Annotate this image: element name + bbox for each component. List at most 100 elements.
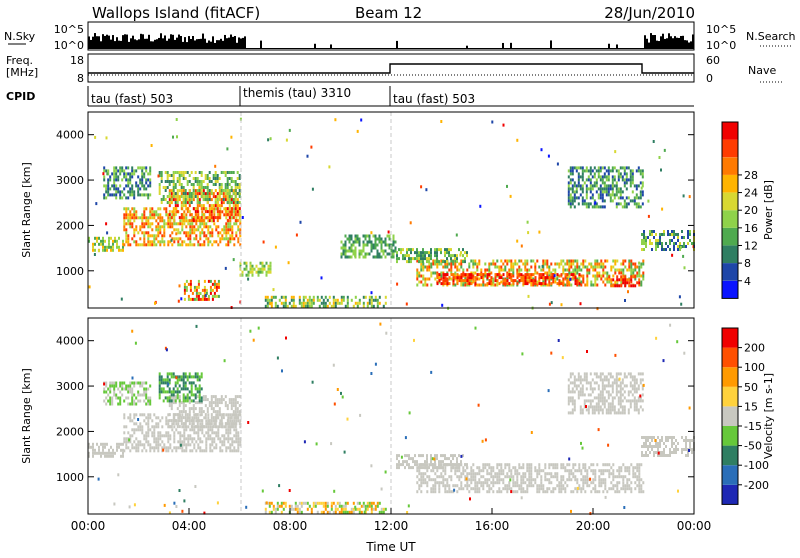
noise-bar: [88, 36, 90, 49]
heatmap-cell: [508, 481, 510, 484]
heatmap-cell: [235, 195, 237, 198]
heatmap-cell: [175, 171, 177, 174]
heatmap-cell: [432, 272, 434, 275]
heatmap-cell: [467, 282, 469, 285]
heatmap-cell: [418, 472, 420, 475]
heatmap-cell: [420, 472, 422, 475]
heatmap-cell: [227, 407, 229, 410]
heatmap-cell: [149, 184, 151, 187]
heatmap-cell: [227, 198, 229, 201]
heatmap-cell: [197, 443, 199, 446]
heatmap-cell: [474, 490, 476, 493]
heatmap-cell: [181, 186, 183, 189]
heatmap-cell: [616, 275, 618, 278]
heatmap-cell: [109, 382, 111, 385]
heatmap-cell: [113, 178, 115, 181]
heatmap-cell: [177, 425, 179, 428]
noise-bar: [110, 40, 112, 49]
heatmap-cell: [616, 205, 618, 208]
heatmap-cell: [113, 166, 115, 169]
heatmap-cell: [357, 502, 359, 505]
heatmap-cell: [237, 201, 239, 204]
heatmap-cell: [614, 263, 616, 266]
heatmap-cell: [434, 481, 436, 484]
noise-bar: [582, 48, 584, 49]
heatmap-cell: [430, 275, 432, 278]
noise-bar: [176, 38, 178, 49]
heatmap-cell: [335, 299, 337, 302]
heatmap-cell: [183, 195, 185, 198]
heatmap-cell: [568, 399, 570, 402]
heatmap-cell: [632, 269, 634, 272]
noise-trace: [88, 33, 694, 49]
heatmap-cell: [642, 260, 644, 263]
heatmap-cell: [343, 296, 345, 299]
heatmap-cell: [444, 251, 446, 254]
heatmap-cell: [231, 440, 233, 443]
heatmap-cell: [100, 452, 102, 455]
heatmap-cell: [612, 178, 614, 181]
heatmap-cell: [514, 484, 516, 487]
heatmap-cell: [119, 184, 121, 187]
heatmap-cell: [500, 478, 502, 481]
heatmap-cell: [659, 233, 661, 236]
heatmap-cell: [325, 502, 327, 505]
colorbar-tick-label: 28: [744, 169, 758, 182]
heatmap-cell: [328, 165, 330, 168]
heatmap-cell: [293, 299, 295, 302]
cpid-segment-1: tau (fast) 503: [91, 92, 173, 106]
heatmap-cell: [214, 292, 216, 295]
heatmap-cell: [606, 184, 608, 187]
heatmap-cell: [557, 282, 559, 285]
heatmap-cell: [139, 181, 141, 184]
heatmap-cell: [197, 434, 199, 437]
heatmap-cell: [153, 449, 155, 452]
heatmap-cell: [147, 216, 149, 219]
heatmap-cell: [179, 384, 181, 387]
heatmap-cell: [430, 460, 432, 463]
heatmap-cell: [217, 195, 219, 198]
heatmap-cell: [440, 251, 442, 254]
heatmap-cell: [363, 247, 365, 250]
heatmap-cell: [237, 434, 239, 437]
heatmap-cell: [536, 469, 538, 472]
heatmap-cell: [349, 247, 351, 250]
heatmap-cell: [570, 469, 572, 472]
heatmap-cell: [209, 231, 211, 234]
heatmap-cell: [184, 289, 186, 292]
heatmap-cell: [145, 397, 147, 400]
heatmap-cell: [197, 378, 199, 381]
heatmap-cell: [472, 266, 474, 269]
heatmap-cell: [149, 403, 151, 406]
noise-bar: [200, 39, 202, 49]
heatmap-cell: [359, 502, 361, 505]
heatmap-cell: [524, 472, 526, 475]
heatmap-cell: [300, 221, 302, 224]
heatmap-cell: [185, 204, 187, 207]
heatmap-cell: [121, 190, 123, 193]
heatmap-cell: [634, 263, 636, 266]
heatmap-cell: [289, 129, 291, 132]
heatmap-cell: [552, 487, 554, 490]
heatmap-cell: [309, 302, 311, 305]
heatmap-cell: [424, 472, 426, 475]
heatmap-cell: [133, 207, 135, 210]
heatmap-cell: [116, 443, 118, 446]
heatmap-cell: [478, 481, 480, 484]
heatmap-cell: [361, 511, 363, 514]
heatmap-cell: [441, 282, 443, 285]
heatmap-cell: [189, 437, 191, 440]
heatmap-cell: [231, 231, 233, 234]
heatmap-cell: [157, 216, 159, 219]
heatmap-cell: [325, 296, 327, 299]
heatmap-cell: [434, 463, 436, 466]
heatmap-cell: [189, 375, 191, 378]
heatmap-cell: [159, 225, 161, 228]
heatmap-cell: [570, 166, 572, 169]
heatmap-cell: [155, 440, 157, 443]
heatmap-cell: [151, 425, 153, 428]
heatmap-cell: [536, 281, 538, 284]
noise-bar: [420, 48, 422, 49]
heatmap-cell: [161, 171, 163, 174]
heatmap-cell: [592, 478, 594, 481]
